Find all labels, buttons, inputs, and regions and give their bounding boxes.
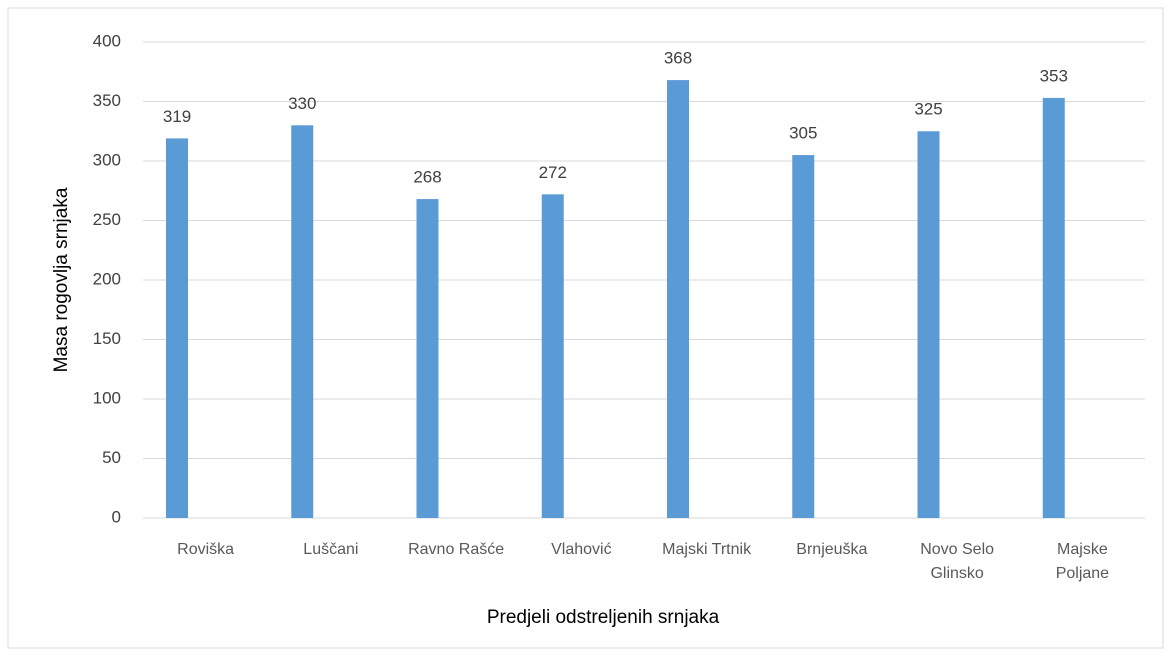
y-axis-title: Masa rogovlja srnjaka — [51, 187, 72, 372]
bar — [1042, 97, 1065, 519]
data-label: 268 — [413, 168, 441, 187]
bar — [917, 131, 940, 518]
y-tick-label: 100 — [93, 388, 121, 407]
x-axis-title: Predjeli odstreljenih srnjaka — [487, 607, 720, 628]
y-tick-label: 300 — [93, 150, 121, 169]
chart-border — [7, 7, 1164, 649]
data-label: 305 — [789, 124, 817, 143]
bar — [416, 199, 439, 518]
x-tick-label: Luščani — [303, 541, 359, 558]
y-tick-label: 400 — [93, 31, 121, 50]
bar — [166, 138, 188, 518]
y-tick-label: 0 — [112, 507, 121, 526]
data-label: 325 — [914, 100, 942, 119]
bar — [667, 80, 689, 518]
x-tick-label: Novo Selo Glinsko — [920, 541, 995, 582]
y-tick-label: 50 — [102, 448, 121, 467]
x-tick-label: Majske Poljane — [1055, 541, 1110, 582]
x-tick-label: Vlahović — [551, 541, 612, 558]
y-tick-label: 150 — [93, 329, 121, 348]
bar — [541, 194, 564, 518]
data-label: 353 — [1040, 66, 1068, 85]
y-tick-label: 350 — [93, 91, 121, 110]
x-tick-label: Majski Trtnik — [662, 541, 752, 558]
bar — [291, 125, 314, 519]
data-label: 319 — [163, 107, 191, 126]
x-tick-label: Brnjeuška — [796, 541, 868, 558]
data-label: 330 — [288, 94, 316, 113]
y-tick-label: 200 — [93, 269, 121, 288]
data-label: 272 — [539, 163, 567, 182]
data-label: 368 — [664, 49, 692, 68]
x-tick-label: Roviška — [177, 541, 235, 558]
x-tick-label: Ravno Rašće — [408, 541, 505, 558]
bar — [792, 155, 815, 519]
y-tick-label: 250 — [93, 210, 121, 229]
